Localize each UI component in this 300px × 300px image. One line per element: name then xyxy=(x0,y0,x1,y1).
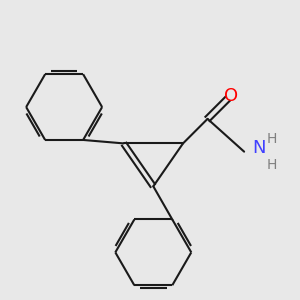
Text: H: H xyxy=(267,132,277,146)
Text: N: N xyxy=(252,139,266,157)
Text: O: O xyxy=(224,86,238,104)
Text: H: H xyxy=(267,158,277,172)
